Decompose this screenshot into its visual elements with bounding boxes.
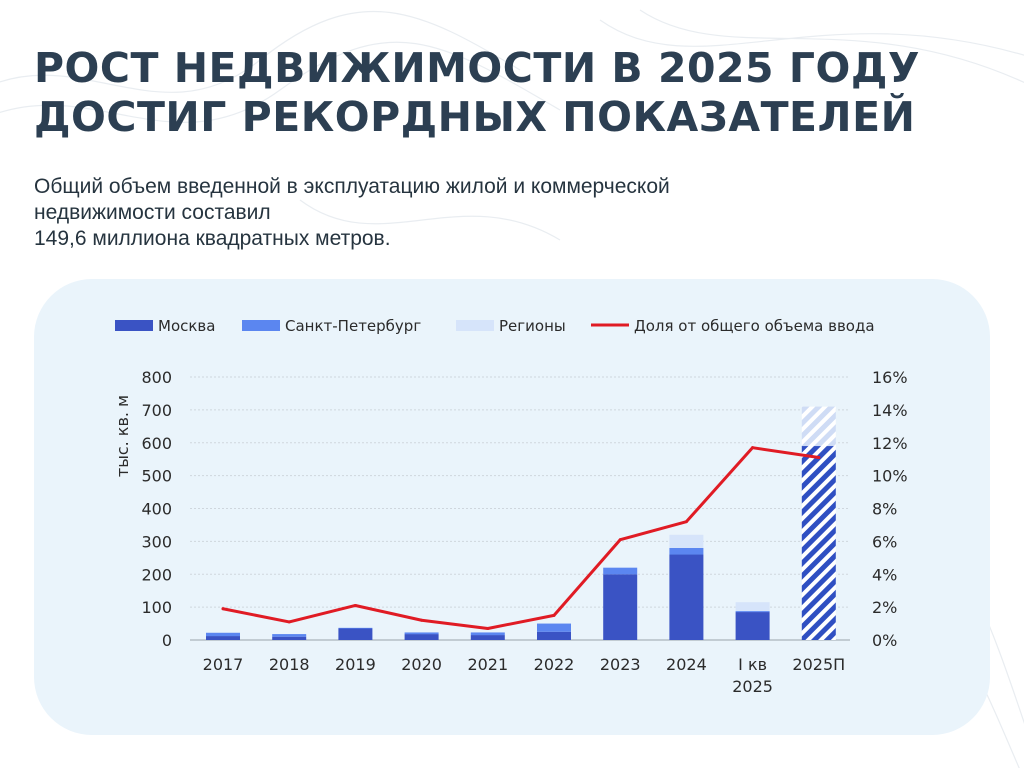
y-tick-label: 400: [141, 500, 172, 519]
y-tick-label: 200: [141, 565, 172, 584]
y-axis-label: тыс. кв. м: [113, 395, 132, 477]
x-tick-label: 2020: [401, 655, 442, 674]
bar-spb: [735, 611, 770, 613]
bar-moscow: [669, 554, 704, 640]
share-line-layer: [221, 446, 821, 630]
subtitle-line-3: 149,6 миллиона квадратных метров.: [34, 227, 391, 250]
x-tick-label: 2025П: [792, 655, 845, 674]
share-point: [287, 620, 291, 624]
bar-spb: [338, 627, 373, 629]
x-tick-label: 2019: [335, 655, 376, 674]
legend-moscow-label: Москва: [158, 317, 215, 335]
y2-tick-label: 6%: [872, 532, 897, 551]
x-tick-label: 2022: [534, 655, 575, 674]
x-tick-label: 2017: [203, 655, 244, 674]
share-line: [221, 446, 821, 630]
share-point: [684, 520, 688, 524]
share-point: [420, 618, 424, 622]
y2-tick-label: 10%: [872, 467, 908, 486]
bar-moscow-forecast: [801, 446, 836, 640]
subtitle-line-2: недвижимости составил: [34, 201, 271, 224]
bar-spb: [404, 632, 439, 635]
bar-spb: [669, 547, 704, 555]
y-tick-label: 700: [141, 401, 172, 420]
page-subtitle: Общий объем введенной в эксплуатацию жил…: [34, 174, 934, 252]
share-point: [353, 603, 357, 607]
x-tick-label: 2018: [269, 655, 310, 674]
legend-moscow-swatch: [115, 320, 153, 331]
bar-regions: [735, 602, 770, 612]
share-point: [552, 613, 556, 617]
y2-tick-label: 2%: [872, 598, 897, 617]
bars: [206, 406, 836, 640]
bar-spb: [206, 632, 240, 637]
bar-regions: [669, 534, 704, 548]
bar-moscow: [470, 635, 505, 640]
x-tick-label: 2021: [467, 655, 508, 674]
legend-regions-label: Регионы: [499, 317, 566, 335]
x-tick-label: 2023: [600, 655, 641, 674]
share-point: [221, 607, 225, 611]
y2-tick-label: 8%: [872, 500, 897, 519]
bar-spb: [272, 634, 307, 637]
bar-spb: [537, 623, 571, 632]
y2-tick-label: 12%: [872, 434, 908, 453]
bar-moscow: [338, 628, 373, 640]
share-point: [817, 456, 821, 460]
x-tick-label: I кв: [738, 655, 767, 674]
gridlines: [190, 376, 850, 641]
legend-spb-swatch: [242, 320, 280, 331]
y-tick-label: 600: [141, 434, 172, 453]
y2-tick-label: 4%: [872, 565, 897, 584]
y-tick-label: 300: [141, 532, 172, 551]
bar-spb: [603, 567, 638, 575]
axes: 0 100 200 300 400 500 600 700 800 0% 2% 4% 6% 8% 10% 12…: [113, 368, 908, 696]
share-point: [618, 538, 622, 542]
bar-regions-forecast: [801, 406, 836, 447]
legend-regions-swatch: [456, 320, 494, 331]
legend: Москва Санкт-Петербург Регионы Доля от обще…: [115, 317, 875, 335]
page-title: РОСТ НЕДВИЖИМОСТИ В 2025 ГОДУ ДОСТИГ РЕК…: [34, 44, 994, 142]
share-point: [486, 626, 490, 630]
bar-moscow: [537, 631, 571, 640]
x-tick-label: 2025: [732, 677, 773, 696]
y-tick-label: 500: [141, 467, 172, 486]
share-point: [751, 446, 755, 450]
bar-moscow: [404, 634, 439, 640]
y2-tick-label: 16%: [872, 368, 908, 387]
bar-moscow: [206, 636, 240, 640]
title-line-2: ДОСТИГ РЕКОРДНЫХ ПОКАЗАТЕЛЕЙ: [34, 93, 916, 141]
bar-moscow: [603, 574, 638, 640]
title-line-1: РОСТ НЕДВИЖИМОСТИ В 2025 ГОДУ: [34, 44, 920, 92]
subtitle-line-1: Общий объем введенной в эксплуатацию жил…: [34, 175, 670, 198]
y2-tick-label: 0%: [872, 631, 897, 650]
legend-spb-label: Санкт-Петербург: [285, 317, 421, 335]
y-tick-label: 100: [141, 598, 172, 617]
bar-moscow: [272, 636, 307, 640]
y-tick-label: 0: [162, 631, 172, 650]
y-tick-label: 800: [141, 368, 172, 387]
bar-spb: [470, 632, 505, 636]
bar-moscow: [735, 612, 770, 640]
x-tick-label: 2024: [666, 655, 707, 674]
legend-share-label: Доля от общего объема ввода: [634, 317, 875, 335]
y2-tick-label: 14%: [872, 401, 908, 420]
